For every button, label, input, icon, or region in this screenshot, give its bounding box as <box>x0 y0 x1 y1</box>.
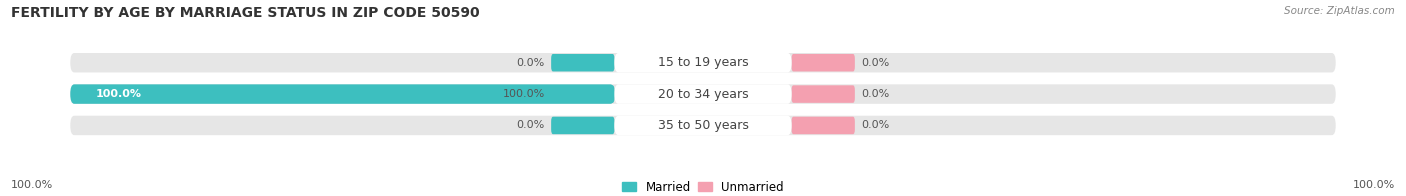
Text: 100.0%: 100.0% <box>96 89 142 99</box>
Text: FERTILITY BY AGE BY MARRIAGE STATUS IN ZIP CODE 50590: FERTILITY BY AGE BY MARRIAGE STATUS IN Z… <box>11 6 479 20</box>
FancyBboxPatch shape <box>792 54 855 72</box>
FancyBboxPatch shape <box>70 84 614 104</box>
Text: 100.0%: 100.0% <box>502 89 546 99</box>
Text: 20 to 34 years: 20 to 34 years <box>658 88 748 101</box>
Text: Source: ZipAtlas.com: Source: ZipAtlas.com <box>1284 6 1395 16</box>
FancyBboxPatch shape <box>70 53 1336 73</box>
FancyBboxPatch shape <box>70 116 1336 135</box>
FancyBboxPatch shape <box>70 84 1336 104</box>
FancyBboxPatch shape <box>614 116 792 135</box>
Text: 35 to 50 years: 35 to 50 years <box>658 119 748 132</box>
FancyBboxPatch shape <box>551 85 614 103</box>
FancyBboxPatch shape <box>792 85 855 103</box>
Text: 0.0%: 0.0% <box>860 58 890 68</box>
Text: 100.0%: 100.0% <box>11 180 53 190</box>
FancyBboxPatch shape <box>614 53 792 73</box>
Text: 15 to 19 years: 15 to 19 years <box>658 56 748 69</box>
Legend: Married, Unmarried: Married, Unmarried <box>621 181 785 193</box>
FancyBboxPatch shape <box>551 117 614 134</box>
FancyBboxPatch shape <box>792 117 855 134</box>
FancyBboxPatch shape <box>614 84 792 104</box>
Text: 0.0%: 0.0% <box>860 89 890 99</box>
FancyBboxPatch shape <box>551 54 614 72</box>
Text: 0.0%: 0.0% <box>516 58 546 68</box>
Text: 0.0%: 0.0% <box>516 120 546 131</box>
Text: 0.0%: 0.0% <box>860 120 890 131</box>
Text: 100.0%: 100.0% <box>1353 180 1395 190</box>
